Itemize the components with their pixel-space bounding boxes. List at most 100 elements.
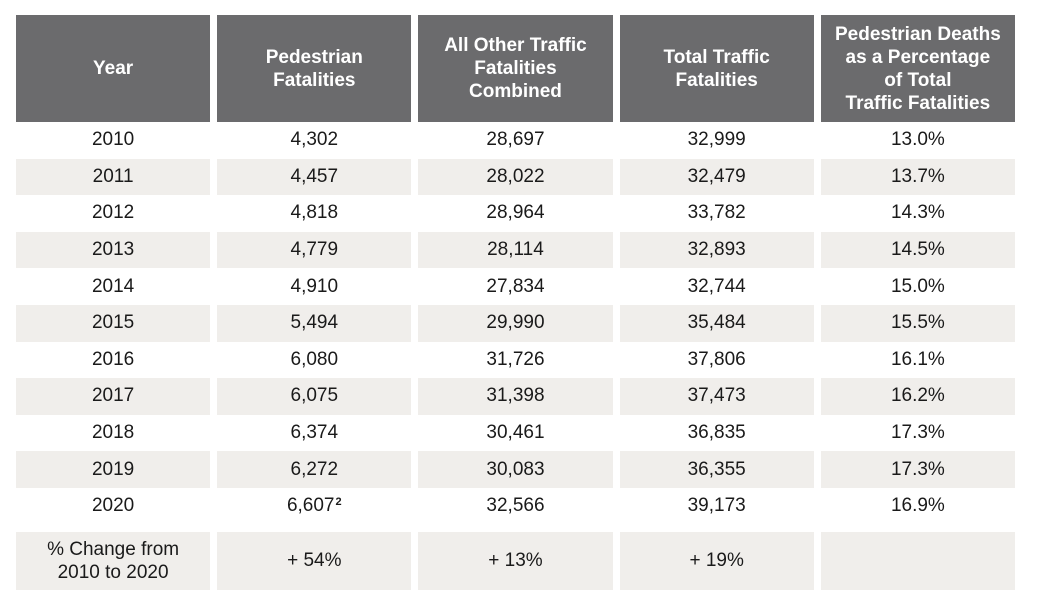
spacer-cell <box>820 524 1015 532</box>
cell-pedestrian-percentage: 13.7% <box>820 158 1015 196</box>
cell-value: 32,479 <box>687 165 746 187</box>
cell-pedestrian-percentage: 15.0% <box>820 268 1015 305</box>
cell-value: 14.3% <box>890 202 945 224</box>
header-other-fatalities: All Other Traffic Fatalities Combined <box>418 15 613 122</box>
fatalities-table: Year Pedestrian Fatalities All Other Traf… <box>9 15 1022 590</box>
cell-year: 2010 <box>16 122 211 159</box>
cell-other-fatalities: 27,834 <box>418 268 613 305</box>
cell-pedestrian-percentage: 17.3% <box>820 414 1015 452</box>
cell-value: 39,173 <box>687 495 746 517</box>
spacer-cell <box>619 524 814 532</box>
spacer-cell <box>16 524 211 532</box>
cell-value: 2019 <box>91 458 135 480</box>
cell-total-fatalities: 32,999 <box>619 122 814 159</box>
cell-total-fatalities: 32,744 <box>619 268 814 305</box>
cell-value: 28,964 <box>486 202 545 224</box>
cell-other-fatalities: 28,697 <box>418 122 613 159</box>
cell-pedestrian-fatalities: 4,457 <box>217 158 412 196</box>
cell-value: 29,990 <box>486 312 545 334</box>
table-row: 2010 4,302 28,697 32,999 13.0% <box>16 122 1015 159</box>
cell-year: 2018 <box>16 414 211 452</box>
cell-other-fatalities: 31,726 <box>418 341 613 379</box>
cell-total-fatalities: 32,893 <box>619 231 814 269</box>
cell-pedestrian-fatalities: 6,374 <box>217 414 412 452</box>
cell-value: 32,893 <box>687 239 746 261</box>
cell-value: 4,457 <box>290 165 339 187</box>
cell-value: 33,782 <box>687 202 746 224</box>
cell-value: 14.5% <box>890 239 945 261</box>
cell-total-fatalities: 36,835 <box>619 414 814 452</box>
cell-value: 4,779 <box>290 239 339 261</box>
cell-value: 13.7% <box>890 165 945 187</box>
cell-value: 6,080 <box>290 348 339 370</box>
table-body: 2010 4,302 28,697 32,999 13.0% 2011 4,457 28,02… <box>16 122 1015 590</box>
summary-row: % Change from 2010 to 2020 + 54% + 13% + 19% <box>16 531 1015 590</box>
table-row: 2018 6,374 30,461 36,835 17.3% <box>16 414 1015 452</box>
table-row: 2017 6,075 31,398 37,473 16.2% <box>16 378 1015 415</box>
cell-value: 2018 <box>91 422 135 444</box>
cell-value: 5,494 <box>290 312 339 334</box>
cell-value: 2013 <box>91 239 135 261</box>
cell-pedestrian-percentage: 16.2% <box>820 378 1015 415</box>
cell-value: 32,999 <box>687 129 746 151</box>
cell-year: 2016 <box>16 341 211 379</box>
cell-year: 2015 <box>16 304 211 342</box>
cell-pedestrian-percentage: 14.3% <box>820 195 1015 232</box>
header-pedestrian-fatalities: Pedestrian Fatalities <box>217 15 412 122</box>
cell-pedestrian-fatalities: 6,075 <box>217 378 412 415</box>
cell-total-fatalities: 33,782 <box>619 195 814 232</box>
cell-total-fatalities: 32,479 <box>619 158 814 196</box>
cell-pedestrian-fatalities: 4,779 <box>217 231 412 269</box>
cell-other-fatalities: 29,990 <box>418 304 613 342</box>
table-row: 2011 4,457 28,022 32,479 13.7% <box>16 158 1015 196</box>
cell-value: 15.5% <box>890 312 945 334</box>
cell-pedestrian-percentage: 13.0% <box>820 122 1015 159</box>
cell-value: 30,083 <box>486 458 545 480</box>
table-spacer <box>16 524 1015 532</box>
cell-value: 32,566 <box>486 495 545 517</box>
cell-year: 2017 <box>16 378 211 415</box>
table-row: 2012 4,818 28,964 33,782 14.3% <box>16 195 1015 232</box>
cell-other-fatalities: 32,566 <box>418 487 613 525</box>
header-total-fatalities: Total Traffic Fatalities <box>619 15 814 122</box>
summary-total-fatalities: + 19% <box>619 531 814 590</box>
cell-value: 2011 <box>92 165 134 187</box>
cell-value: 2016 <box>91 348 135 370</box>
cell-value: 2020 <box>91 495 135 517</box>
cell-value: 4,818 <box>290 202 339 224</box>
cell-pedestrian-percentage: 14.5% <box>820 231 1015 269</box>
cell-pedestrian-fatalities: 6,272 <box>217 451 412 488</box>
cell-value: 37,473 <box>687 385 746 407</box>
table-row: 2014 4,910 27,834 32,744 15.0% <box>16 268 1015 305</box>
table-row: 2015 5,494 29,990 35,484 15.5% <box>16 304 1015 342</box>
cell-value: 2014 <box>91 275 135 297</box>
cell-value: 30,461 <box>486 422 545 444</box>
cell-value: 16.9% <box>890 495 945 517</box>
table-header-row: Year Pedestrian Fatalities All Other Traf… <box>16 15 1015 122</box>
cell-total-fatalities: 35,484 <box>619 304 814 342</box>
cell-pedestrian-percentage: 17.3% <box>820 451 1015 488</box>
table-row: 2016 6,080 31,726 37,806 16.1% <box>16 341 1015 379</box>
cell-value: 28,114 <box>487 239 544 261</box>
table-row: 2019 6,272 30,083 36,355 17.3% <box>16 451 1015 488</box>
cell-year: 2013 <box>16 231 211 269</box>
cell-value: 31,726 <box>486 348 545 370</box>
cell-value: 2017 <box>91 385 135 407</box>
cell-value: 2012 <box>91 202 135 224</box>
cell-value: 17.3% <box>890 458 945 480</box>
cell-pedestrian-fatalities: 4,302 <box>217 122 412 159</box>
cell-value: 31,398 <box>486 385 545 407</box>
cell-value: 17.3% <box>890 422 945 444</box>
cell-other-fatalities: 28,022 <box>418 158 613 196</box>
cell-value: 4,910 <box>290 275 339 297</box>
cell-value: 35,484 <box>687 312 746 334</box>
footnote-marker: 2 <box>335 496 342 509</box>
cell-pedestrian-fatalities: 5,494 <box>217 304 412 342</box>
cell-year: 2020 <box>16 487 211 525</box>
cell-total-fatalities: 39,173 <box>619 487 814 525</box>
cell-value: 6,374 <box>290 422 339 444</box>
cell-pedestrian-fatalities: 4,818 <box>217 195 412 232</box>
table-row: 2020 6,6072 32,566 39,173 16.9% <box>16 487 1015 525</box>
cell-total-fatalities: 37,806 <box>619 341 814 379</box>
cell-value: 6,075 <box>290 385 339 407</box>
